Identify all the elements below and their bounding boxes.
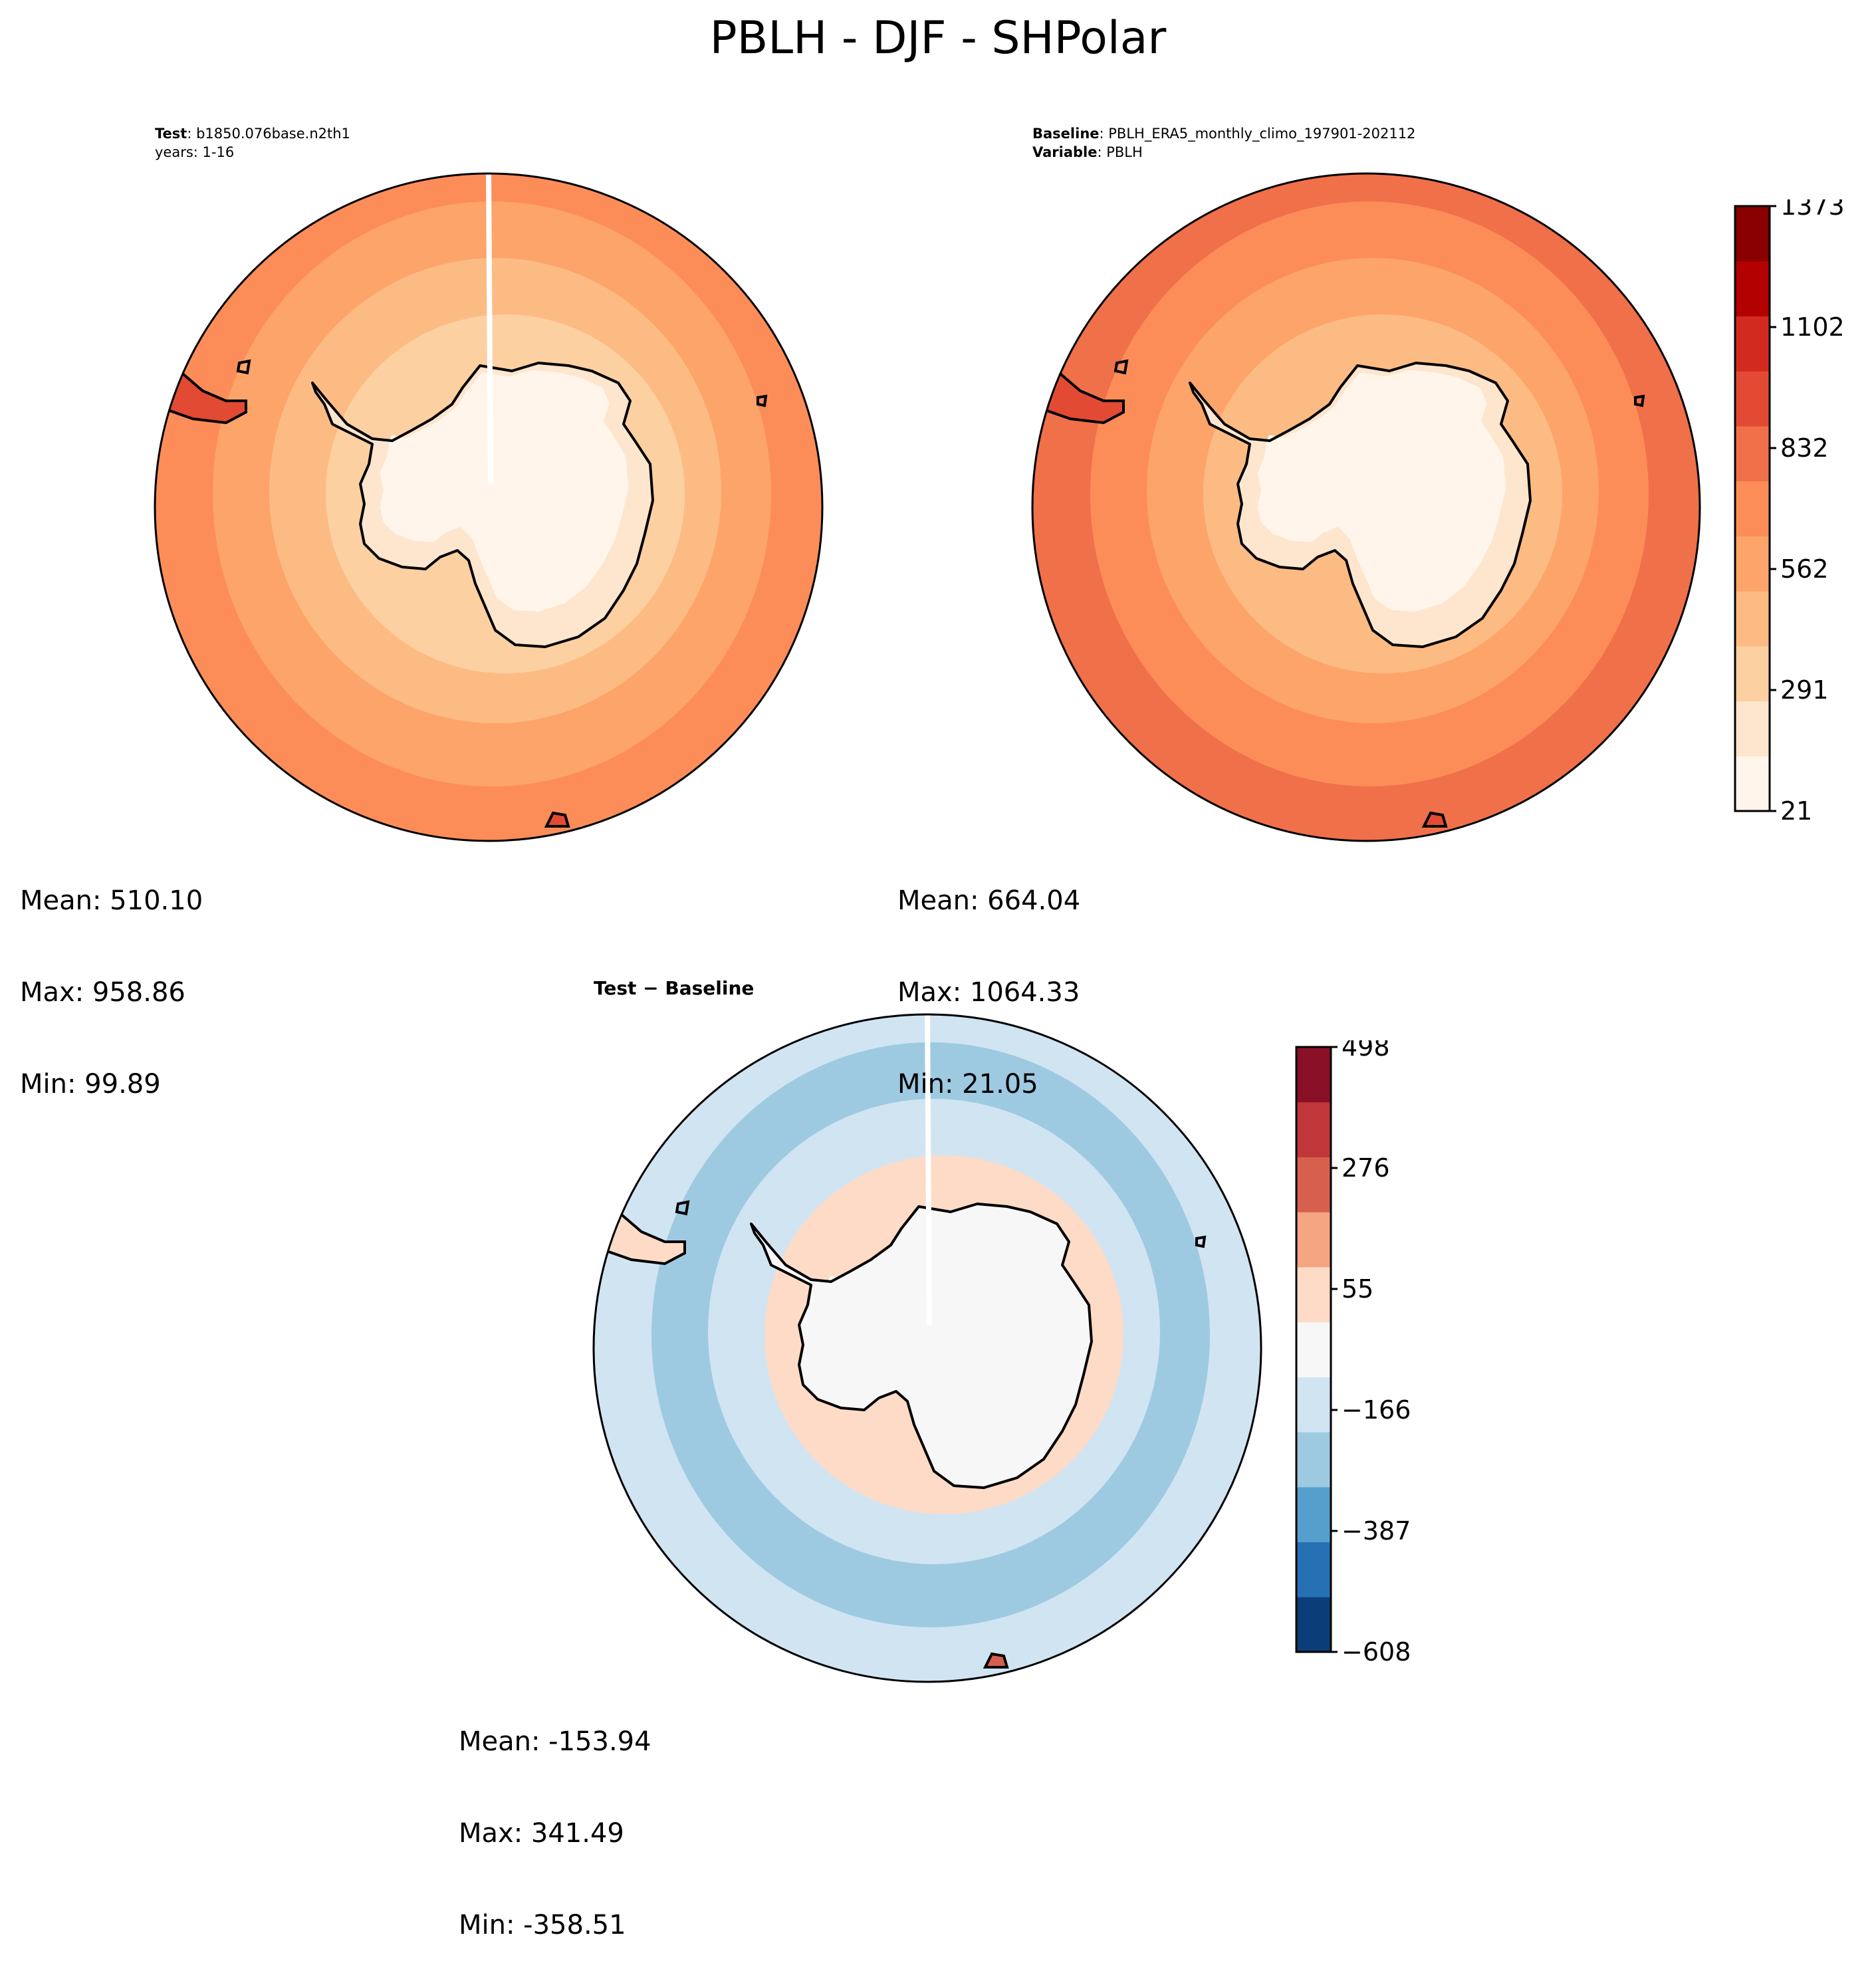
main-colorbar-tick-label: 1102 [1780,312,1845,342]
main-colorbar-swatch [1735,481,1770,536]
main-colorbar-tick-label: 21 [1780,796,1812,824]
diff-meridian-seam [925,1014,932,1326]
test-panel-header: Test: b1850.076base.n2th1 years: 1-16 [155,124,350,162]
main-colorbar-swatch [1735,371,1770,427]
main-colorbar-swatch [1735,701,1770,756]
baseline-variable-line: Variable: PBLH [1032,143,1415,162]
main-colorbar: 21 291 562 832 1102 1373 [1734,199,1845,824]
main-colorbar-tick-label: 832 [1780,433,1829,463]
diff-colorbar-swatch [1296,1212,1331,1268]
diff-map-boundary [592,1013,1262,1683]
baseline-variable-bold: Variable [1032,144,1098,160]
main-colorbar-swatch [1735,206,1770,262]
baseline-panel-header: Baseline: PBLH_ERA5_monthly_climo_197901… [1032,124,1415,162]
test-island-coast [236,359,251,375]
test-stat-max: Max: 958.86 [20,977,185,1008]
diff-stat-max: Max: 341.49 [459,1818,624,1849]
test-antarctica-coastline [311,362,654,648]
diff-colorbar-swatch [1296,1101,1331,1157]
test-label-text: : b1850.076base.n2th1 [187,126,350,142]
test-stats: Mean: 510.10 Max: 958.86 Min: 99.89 [20,824,203,1130]
test-years: years: 1-16 [155,144,235,160]
diff-colorbar-swatch [1296,1377,1331,1433]
test-stat-mean: Mean: 510.10 [20,885,203,916]
baseline-island-coast [1114,359,1129,375]
main-colorbar-swatch [1735,645,1770,702]
test-label-bold: Test [155,126,187,142]
test-antarctica-interior [380,370,629,612]
diff-colorbar-swatch [1296,1486,1331,1543]
diff-south-america-coast [598,1210,686,1266]
diff-panel-title: Test − Baseline [594,977,755,999]
baseline-bottom-island [1421,811,1448,828]
main-colorbar-frame [1734,205,1771,812]
diff-colorbar-tick-label: −608 [1342,1637,1411,1665]
main-colorbar-tick-label: 291 [1780,675,1829,705]
diff-bottom-island [983,1652,1009,1669]
diff-colorbar-swatch [1296,1266,1331,1323]
test-meridian-seam [486,174,493,485]
main-colorbar-swatch [1735,316,1770,372]
baseline-map-boundary [1031,172,1701,842]
diff-colorbar-swatch [1296,1542,1331,1597]
figure-title: PBLH - DJF - SHPolar [709,12,1167,64]
baseline-stat-min: Min: 21.05 [897,1069,1038,1100]
main-colorbar-swatch [1735,591,1770,647]
main-colorbar-tick-label: 562 [1780,554,1829,584]
diff-colorbar-swatch [1296,1047,1331,1103]
diff-colorbar-tick-label: 276 [1342,1153,1390,1183]
baseline-label-text: : PBLH_ERA5_monthly_climo_197901-202112 [1099,126,1416,142]
diff-island-coast [675,1200,690,1216]
baseline-stat-max: Max: 1064.33 [897,977,1080,1008]
main-colorbar-swatch [1735,425,1770,482]
baseline-label-bold: Baseline [1032,126,1100,142]
diff-island-coast-east [1195,1235,1207,1248]
diff-stat-min: Min: -358.51 [459,1910,626,1940]
baseline-variable-text: : PBLH [1097,144,1143,160]
test-island-coast-east [757,394,768,407]
main-colorbar-swatch [1735,536,1770,592]
test-south-america-coast [159,369,247,425]
test-stat-min: Min: 99.89 [20,1069,161,1100]
baseline-island-coast-east [1634,394,1645,407]
baseline-polar-map [1031,172,1701,842]
diff-stat-mean: Mean: -153.94 [459,1726,651,1757]
diff-colorbar-tick-label: 55 [1342,1274,1373,1304]
baseline-antarctica-interior [1257,370,1506,612]
main-colorbar-swatch [1735,756,1770,812]
main-colorbar-tick-label: 1373 [1780,199,1845,221]
baseline-south-america-coast [1036,369,1125,425]
baseline-label-line: Baseline: PBLH_ERA5_monthly_climo_197901… [1032,124,1415,143]
diff-colorbar-frame [1295,1046,1332,1653]
diff-colorbar-tick-label: 498 [1342,1040,1390,1062]
diff-colorbar-swatch [1296,1322,1331,1377]
diff-colorbar-tick-label: −166 [1342,1395,1411,1425]
test-map-boundary [154,172,824,842]
main-colorbar-swatch [1735,261,1770,316]
diff-antarctica-interior [818,1211,1068,1453]
test-bottom-island [544,811,570,828]
baseline-stats: Mean: 664.04 Max: 1064.33 Min: 21.05 [897,824,1080,1130]
diff-colorbar-tick-label: −387 [1342,1516,1411,1546]
baseline-antarctica-coastline [1189,362,1532,648]
diff-stats: Mean: -153.94 Max: 341.49 Min: -358.51 [459,1665,651,1971]
diff-colorbar-swatch [1296,1157,1331,1213]
diff-colorbar-swatch [1296,1597,1331,1653]
test-polar-map [154,172,824,842]
diff-colorbar-swatch [1296,1432,1331,1488]
diff-colorbar: −608 −387 −166 55 276 498 [1295,1040,1411,1665]
test-label-line: Test: b1850.076base.n2th1 [155,124,350,143]
diff-antarctica-coastline [750,1203,1093,1489]
baseline-stat-mean: Mean: 664.04 [897,885,1081,916]
diff-polar-map [592,1013,1262,1683]
